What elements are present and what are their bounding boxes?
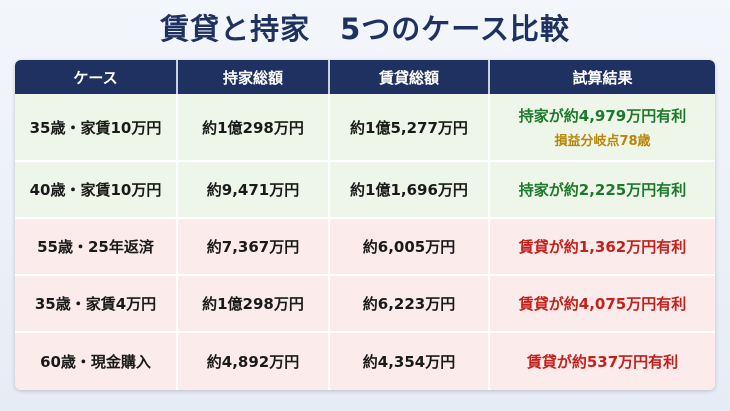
header-cell: 持家総額	[178, 60, 330, 94]
cell-text: 約1億298万円	[202, 295, 304, 313]
result-note: 損益分岐点78歳	[554, 134, 651, 149]
table-cell: 35歳・家賃10万円	[15, 94, 178, 162]
table-cell: 約6,223万円	[330, 276, 490, 333]
result-text: 賃貸が約537万円有利	[526, 353, 679, 371]
result-cell: 持家が約2,225万円有利	[490, 162, 715, 219]
header-row: ケース 持家総額 賃貸総額 試算結果	[15, 60, 715, 94]
cell-text: 40歳・家賃10万円	[29, 181, 162, 199]
table-cell: 40歳・家賃10万円	[15, 162, 178, 219]
table-cell: 約1億298万円	[178, 276, 330, 333]
table-row: 35歳・家賃4万円 約1億298万円 約6,223万円 賃貸が約4,075万円有利	[15, 276, 715, 333]
header-cell: ケース	[15, 60, 178, 94]
table-row: 40歳・家賃10万円 約9,471万円 約1億1,696万円 持家が約2,225万円有…	[15, 162, 715, 219]
table-cell: 約7,367万円	[178, 219, 330, 276]
cell-text: 約9,471万円	[206, 181, 300, 199]
cell-text: 約1億298万円	[202, 118, 304, 137]
header-cell: 賃貸総額	[330, 60, 490, 94]
cell-text: 約1億1,696万円	[350, 181, 468, 199]
table-cell: 約9,471万円	[178, 162, 330, 219]
cell-text: 55歳・25年返済	[37, 238, 154, 256]
cell-text: 約4,354万円	[362, 353, 456, 371]
table-cell: 60歳・現金購入	[15, 333, 178, 390]
cell-text: 60歳・現金購入	[40, 353, 151, 371]
cell-text: 約4,892万円	[206, 353, 300, 371]
table-cell: 約1億298万円	[178, 94, 330, 162]
result-text: 賃貸が約4,075万円有利	[518, 295, 687, 313]
title: 賃貸と持家 5つのケース比較	[160, 12, 570, 46]
header-cell: 試算結果	[572, 68, 633, 87]
table-cell: 約6,005万円	[330, 219, 490, 276]
result-text: 持家が約4,979万円有利	[518, 107, 687, 125]
cell-text: 約6,005万円	[362, 238, 456, 256]
result-cell: 賃貸が約1,362万円有利	[490, 219, 715, 276]
table-cell: 約4,354万円	[330, 333, 490, 390]
result-text: 賃貸が約1,362万円有利	[518, 238, 687, 256]
table-cell: 55歳・25年返済	[15, 219, 178, 276]
table-row: 60歳・現金購入 約4,892万円 約4,354万円 賃貸が約537万円有利	[15, 333, 715, 390]
cell-text: 約7,367万円	[206, 238, 300, 256]
result-cell: 賃貸が約537万円有利	[490, 333, 715, 390]
table-cell: 約4,892万円	[178, 333, 330, 390]
cell-text: 35歳・家賃10万円	[29, 118, 162, 137]
cell-text: 約6,223万円	[362, 295, 456, 313]
table-cell: 約1億1,696万円	[330, 162, 490, 219]
result-cell: 持家が約4,979万円有利 損益分岐点78歳	[490, 94, 715, 162]
result-text: 持家が約2,225万円有利	[518, 181, 687, 199]
cell-text: 約1億5,277万円	[350, 118, 468, 137]
table-row: 35歳・家賃10万円 約1億298万円 約1億5,277万円 持家が約4,979万円有…	[15, 94, 715, 162]
cell-text: 35歳・家賃4万円	[34, 295, 157, 313]
table-cell: 35歳・家賃4万円	[15, 276, 178, 333]
table-cell: 約1億5,277万円	[330, 94, 490, 162]
table-row: 55歳・25年返済 約7,367万円 約6,005万円 賃貸が約1,362万円有利	[15, 219, 715, 276]
comparison-table: ケース 持家総額 賃貸総額 試算結果 35歳・家賃10万円 約1億298万円 約1億5,27…	[15, 60, 715, 390]
result-cell: 賃貸が約4,075万円有利	[490, 276, 715, 333]
